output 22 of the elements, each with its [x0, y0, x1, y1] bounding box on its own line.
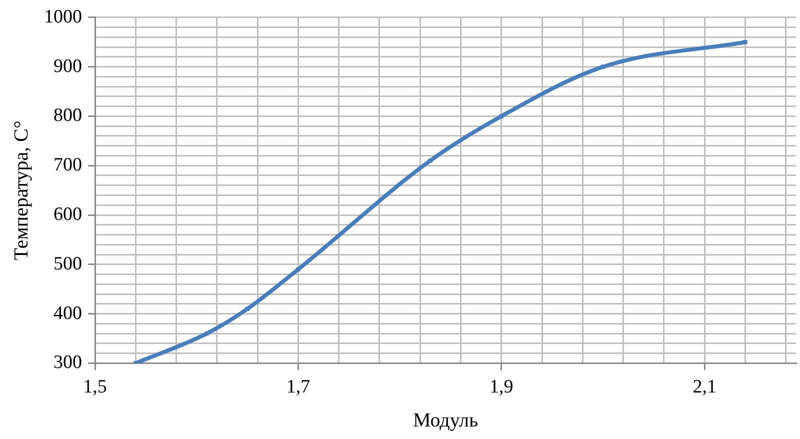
y-tick-label: 300 — [54, 352, 82, 374]
y-tick-label: 500 — [54, 253, 82, 274]
x-tick-label: 2,1 — [692, 376, 716, 398]
y-tick-label: 400 — [54, 302, 82, 324]
point — [428, 158, 432, 163]
line-series — [134, 40, 748, 364]
point — [499, 114, 504, 118]
y-tick-label: 700 — [54, 154, 82, 176]
y-axis-title: Температура, С° — [10, 120, 32, 260]
x-tick-label: 1,9 — [490, 376, 514, 398]
x-axis-title: Модуль — [412, 409, 478, 432]
point — [600, 64, 606, 69]
point — [296, 267, 300, 272]
x-tick-label: 1,5 — [83, 376, 107, 398]
point — [204, 331, 209, 336]
y-tick-label: 800 — [54, 105, 82, 126]
y-tick-label: 1000 — [44, 6, 82, 28]
y-tick-label: 600 — [54, 204, 82, 225]
point — [743, 40, 748, 44]
x-tick-label: 1,7 — [286, 376, 310, 398]
point — [245, 306, 250, 311]
y-tick-label: 900 — [54, 56, 82, 77]
